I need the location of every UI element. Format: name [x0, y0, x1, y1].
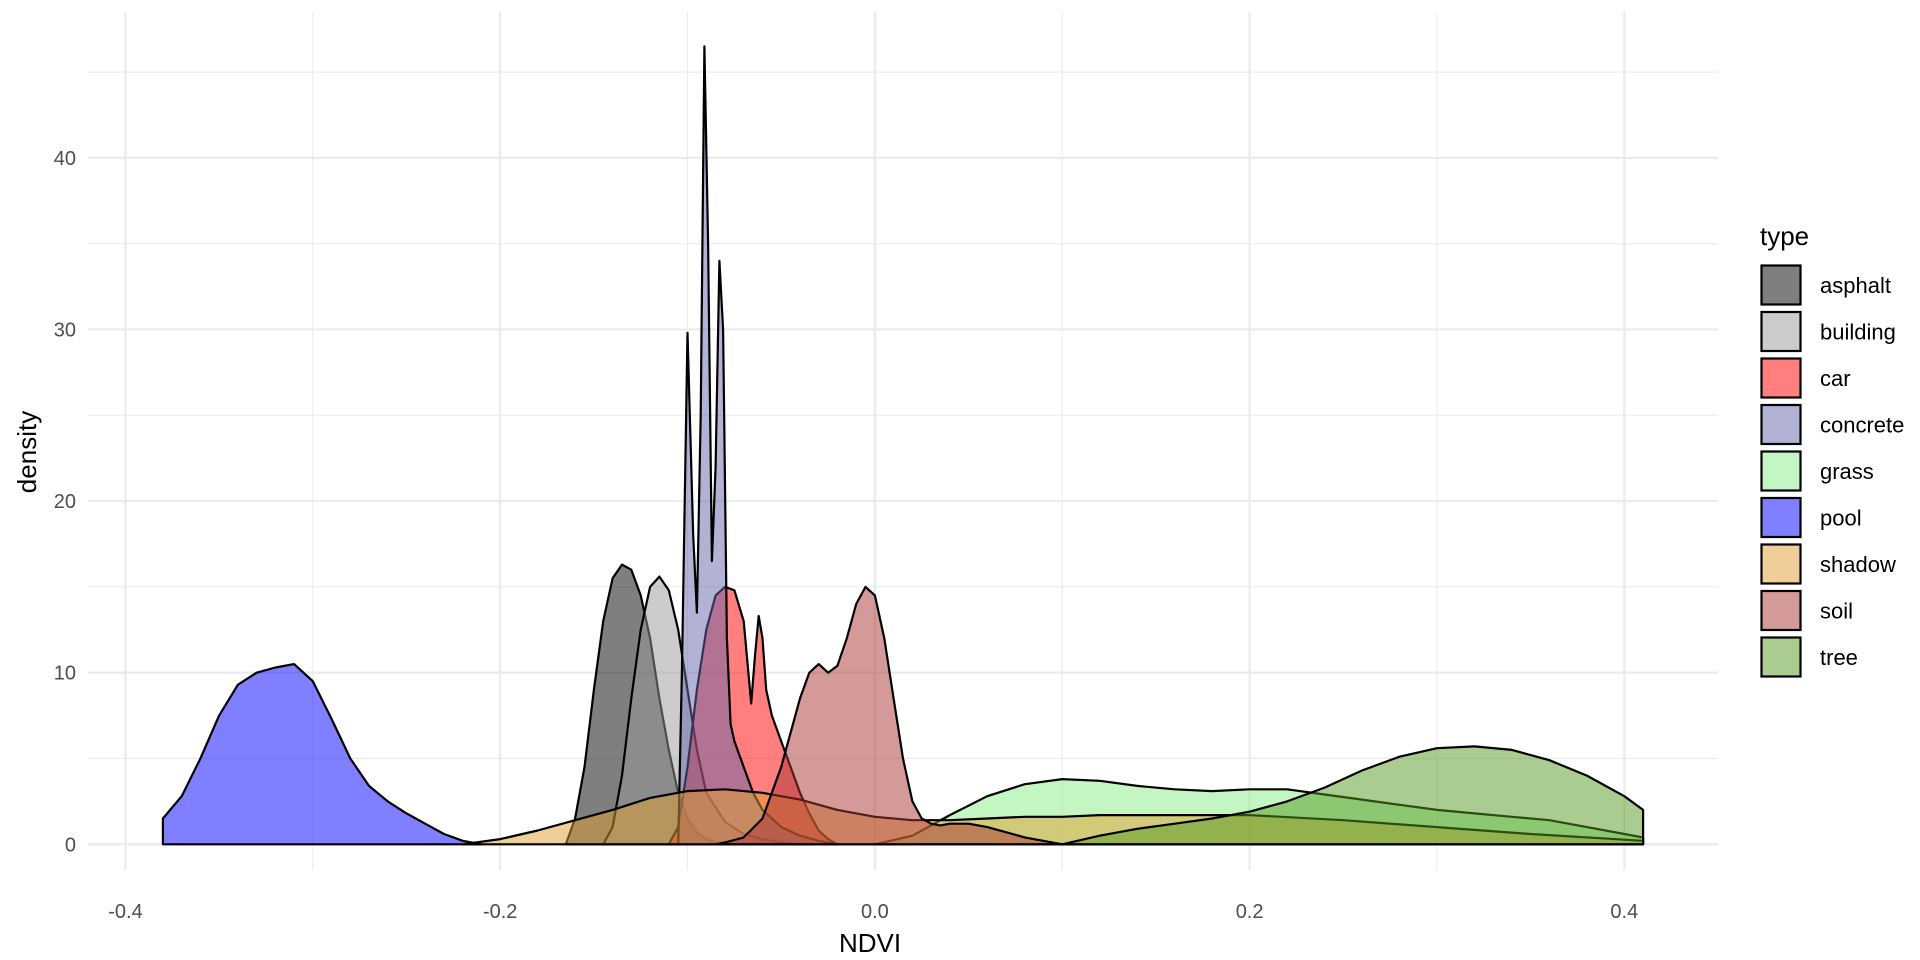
legend-label-tree: tree — [1820, 645, 1858, 670]
legend-label-soil: soil — [1820, 599, 1853, 624]
legend-item-tree: tree — [1760, 636, 1858, 678]
y-tick-label: 0 — [65, 834, 76, 856]
x-tick-label: 0.2 — [1236, 901, 1264, 923]
y-axis-ticks: 0 10 20 30 40 — [54, 148, 76, 856]
legend-item-shadow: shadow — [1760, 543, 1896, 585]
density-area-pool — [161, 663, 483, 846]
grid — [88, 12, 1718, 870]
density-area-soil — [714, 585, 1064, 846]
legend-swatch-concrete — [1760, 403, 1802, 446]
legend-item-building: building — [1760, 310, 1896, 353]
y-tick-label: 10 — [54, 663, 76, 685]
y-tick-label: 40 — [54, 148, 76, 170]
y-tick-label: 30 — [54, 319, 76, 341]
legend-item-car: car — [1760, 357, 1851, 399]
legend-item-grass: grass — [1760, 450, 1874, 492]
legend-title: type — [1760, 221, 1809, 251]
legend-label-asphalt: asphalt — [1820, 273, 1891, 298]
x-tick-label: -0.4 — [108, 901, 142, 923]
legend-label-car: car — [1820, 366, 1851, 391]
legend-swatch-car — [1760, 357, 1802, 399]
y-axis-title: density — [12, 411, 42, 493]
legend-item-soil: soil — [1760, 589, 1853, 632]
legend-item-concrete: concrete — [1760, 403, 1904, 446]
legend-item-asphalt: asphalt — [1760, 264, 1891, 306]
legend-swatch-soil — [1760, 589, 1802, 632]
legend-swatch-shadow — [1760, 543, 1802, 585]
density-areas — [161, 45, 1645, 846]
x-tick-label: 0.4 — [1610, 901, 1638, 923]
legend-swatch-tree — [1760, 636, 1802, 678]
x-tick-label: -0.2 — [483, 901, 517, 923]
x-axis-ticks: -0.4 -0.2 0.0 0.2 0.4 — [108, 901, 1638, 923]
density-area-tree — [1061, 745, 1645, 846]
legend-label-building: building — [1820, 320, 1896, 345]
legend-swatch-pool — [1760, 496, 1802, 539]
legend-label-concrete: concrete — [1820, 413, 1904, 438]
legend-swatch-grass — [1760, 450, 1802, 492]
legend-item-pool: pool — [1760, 496, 1862, 539]
legend: type asphalt building car concrete grass pool… — [1760, 221, 1904, 678]
x-axis-title: NDVI — [839, 928, 901, 958]
x-tick-label: 0.0 — [861, 901, 889, 923]
legend-swatch-building — [1760, 310, 1802, 353]
legend-swatch-asphalt — [1760, 264, 1802, 306]
legend-label-pool: pool — [1820, 506, 1862, 531]
legend-items: asphalt building car concrete grass pool shado… — [1760, 264, 1904, 678]
legend-label-grass: grass — [1820, 459, 1874, 484]
y-tick-label: 20 — [54, 491, 76, 513]
legend-label-shadow: shadow — [1820, 552, 1896, 577]
